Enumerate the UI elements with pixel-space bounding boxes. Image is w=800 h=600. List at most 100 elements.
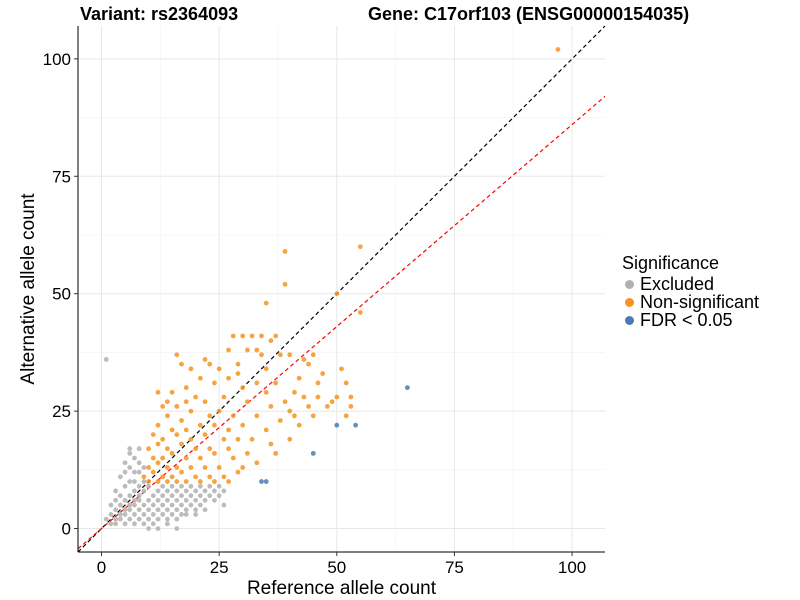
point-non-significant bbox=[155, 460, 161, 466]
point-non-significant bbox=[165, 479, 170, 484]
point-excluded bbox=[141, 512, 147, 517]
point-non-significant bbox=[197, 479, 203, 484]
point-non-significant bbox=[277, 418, 283, 423]
point-fdr-0-05 bbox=[310, 450, 316, 456]
point-non-significant bbox=[277, 352, 283, 358]
point-non-significant bbox=[207, 474, 213, 480]
point-excluded bbox=[108, 512, 114, 517]
point-non-significant bbox=[202, 357, 208, 362]
point-excluded bbox=[136, 460, 142, 466]
x-tick-label: 100 bbox=[558, 558, 586, 577]
point-excluded bbox=[127, 507, 133, 513]
point-non-significant bbox=[221, 394, 227, 400]
point-non-significant bbox=[240, 385, 246, 391]
point-excluded bbox=[117, 516, 123, 522]
point-excluded bbox=[127, 502, 133, 508]
point-non-significant bbox=[357, 244, 363, 250]
point-excluded bbox=[160, 512, 166, 517]
point-excluded bbox=[179, 502, 184, 508]
point-non-significant bbox=[310, 413, 316, 419]
point-excluded bbox=[155, 497, 161, 503]
gene-title: Gene: C17orf103 (ENSG00000154035) bbox=[368, 4, 690, 24]
point-excluded bbox=[165, 507, 170, 513]
point-non-significant bbox=[235, 469, 241, 475]
point-excluded bbox=[103, 357, 109, 362]
point-non-significant bbox=[212, 479, 217, 484]
point-non-significant bbox=[357, 310, 363, 315]
y-tick-label: 50 bbox=[52, 285, 71, 304]
point-non-significant bbox=[282, 249, 288, 254]
point-non-significant bbox=[254, 413, 260, 419]
point-excluded bbox=[221, 488, 227, 494]
point-non-significant bbox=[207, 446, 213, 452]
point-non-significant bbox=[268, 338, 274, 344]
point-non-significant bbox=[273, 333, 279, 339]
point-non-significant bbox=[287, 436, 293, 442]
point-excluded bbox=[174, 516, 180, 522]
point-non-significant bbox=[188, 465, 194, 470]
point-excluded bbox=[146, 507, 151, 513]
point-excluded bbox=[169, 483, 175, 489]
point-non-significant bbox=[146, 479, 151, 484]
point-excluded bbox=[221, 502, 227, 508]
point-non-significant bbox=[174, 465, 180, 470]
point-non-significant bbox=[334, 291, 340, 297]
reference-lines bbox=[77, 25, 606, 553]
identity-line bbox=[77, 25, 606, 553]
point-excluded bbox=[160, 502, 166, 508]
point-non-significant bbox=[348, 404, 354, 409]
point-excluded bbox=[207, 493, 213, 499]
point-excluded bbox=[141, 488, 147, 494]
fitted-line bbox=[77, 95, 606, 550]
point-non-significant bbox=[310, 352, 316, 358]
point-excluded bbox=[207, 483, 213, 489]
point-non-significant bbox=[244, 399, 250, 405]
point-excluded bbox=[155, 526, 161, 531]
point-excluded bbox=[127, 446, 133, 452]
point-non-significant bbox=[165, 399, 170, 405]
point-excluded bbox=[132, 479, 137, 484]
point-non-significant bbox=[174, 352, 180, 358]
point-non-significant bbox=[197, 455, 203, 461]
data-points bbox=[103, 47, 561, 531]
point-excluded bbox=[122, 507, 128, 513]
legend-title: Significance bbox=[622, 253, 720, 273]
point-excluded bbox=[160, 483, 166, 489]
point-non-significant bbox=[235, 361, 241, 367]
point-excluded bbox=[202, 488, 208, 494]
point-excluded bbox=[165, 521, 170, 527]
point-excluded bbox=[136, 516, 142, 522]
point-excluded bbox=[117, 493, 123, 499]
legend-label-non-significant: Non-significant bbox=[640, 291, 760, 312]
point-excluded bbox=[122, 521, 128, 527]
point-non-significant bbox=[306, 361, 311, 367]
point-excluded bbox=[136, 493, 142, 499]
y-axis-label: Alternative allele count bbox=[18, 193, 39, 385]
point-fdr-0-05 bbox=[334, 422, 340, 428]
point-excluded bbox=[179, 483, 184, 489]
point-excluded bbox=[146, 516, 151, 522]
point-non-significant bbox=[207, 413, 213, 419]
point-excluded bbox=[179, 512, 184, 517]
point-non-significant bbox=[169, 427, 175, 433]
point-excluded bbox=[127, 516, 133, 522]
point-excluded bbox=[165, 497, 170, 503]
point-non-significant bbox=[188, 408, 194, 414]
point-non-significant bbox=[348, 394, 354, 400]
point-non-significant bbox=[235, 436, 241, 442]
point-non-significant bbox=[240, 333, 246, 339]
point-excluded bbox=[136, 446, 142, 452]
point-excluded bbox=[150, 502, 156, 508]
point-non-significant bbox=[339, 366, 344, 372]
point-non-significant bbox=[165, 413, 170, 419]
point-non-significant bbox=[287, 408, 293, 414]
point-non-significant bbox=[193, 446, 199, 452]
point-non-significant bbox=[197, 422, 203, 428]
point-excluded bbox=[193, 497, 199, 503]
point-excluded bbox=[132, 512, 137, 517]
point-non-significant bbox=[226, 427, 231, 433]
point-excluded bbox=[127, 450, 133, 456]
point-excluded bbox=[146, 497, 151, 503]
point-non-significant bbox=[315, 380, 321, 386]
point-excluded bbox=[188, 483, 194, 489]
